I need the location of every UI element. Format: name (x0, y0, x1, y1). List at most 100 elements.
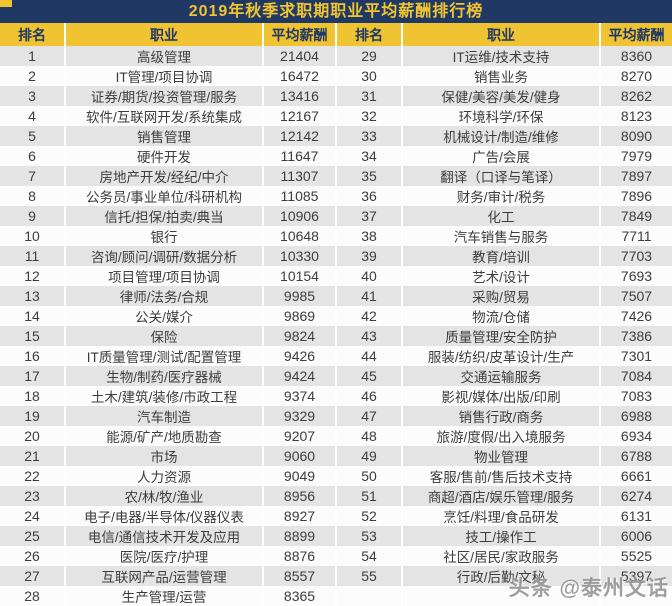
rank-cell: 29 (337, 46, 403, 66)
table-row: 3 证券/期货/投资管理/服务 13416 31 保健/美容/美发/健身 8262 (0, 86, 672, 106)
salary-cell: 10648 (264, 226, 337, 246)
salary-cell: 9374 (264, 386, 337, 406)
rank-cell: 4 (0, 106, 66, 126)
rank-cell: 32 (337, 106, 403, 126)
salary-cell: 8927 (264, 506, 337, 526)
occupation-cell: 保健/美容/美发/健身 (403, 86, 601, 106)
rank-cell: 44 (337, 346, 403, 366)
table-row: 12 项目管理/项目协调 10154 40 艺术/设计 7693 (0, 266, 672, 286)
occupation-cell: 高级管理 (66, 46, 264, 66)
occupation-cell: 交通运输服务 (403, 366, 601, 386)
rank-cell: 8 (0, 186, 66, 206)
occupation-cell: 艺术/设计 (403, 266, 601, 286)
rank-cell: 13 (0, 286, 66, 306)
table-row: 23 农/林/牧/渔业 8956 51 商超/酒店/娱乐管理/服务 6274 (0, 486, 672, 506)
table-header: 排名 职业 平均薪酬 排名 职业 平均薪酬 (0, 23, 672, 46)
rank-cell: 10 (0, 226, 66, 246)
salary-cell: 6988 (620, 408, 653, 424)
occupation-cell: 硬件开发 (66, 146, 264, 166)
rank-cell: 41 (337, 286, 403, 306)
table-row: 22 人力资源 9049 50 客服/售前/售后技术支持 6661 (0, 466, 672, 486)
occupation-cell: 电子/电器/半导体/仪器仪表 (66, 506, 264, 526)
table-row: 6 硬件开发 11647 34 广告/会展 7979 (0, 146, 672, 166)
rank-cell: 37 (337, 206, 403, 226)
rank-cell: 24 (0, 506, 66, 526)
occupation-cell: 环境科学/环保 (403, 106, 601, 126)
table-row: 1 高级管理 21404 29 IT运维/技术支持 8360 (0, 46, 672, 66)
rank-cell: 6 (0, 146, 66, 166)
rank-cell: 53 (337, 526, 403, 546)
salary-cell: 6274 (620, 488, 653, 504)
occupation-cell: 农/林/牧/渔业 (66, 486, 264, 506)
rank-cell: 31 (337, 86, 403, 106)
table-row: 10 银行 10648 38 汽车销售与服务 7711 (0, 226, 672, 246)
rank-cell: 40 (337, 266, 403, 286)
table-row: 2 IT管理/项目协调 16472 30 销售业务 8270 (0, 66, 672, 86)
rank-cell: 33 (337, 126, 403, 146)
salary-cell: 21404 (264, 46, 337, 66)
occupation-cell: 互联网产品/运营管理 (66, 566, 264, 586)
title-banner: 2019年秋季求职期职业平均薪酬排行榜 (0, 0, 672, 23)
salary-cell: 7897 (620, 168, 653, 184)
rank-cell: 21 (0, 446, 66, 466)
rank-cell: 9 (0, 206, 66, 226)
table-row: 11 咨询/顾问/调研/数据分析 10330 39 教育/培训 7703 (0, 246, 672, 266)
occupation-cell: 软件/互联网开发/系统集成 (66, 106, 264, 126)
occupation-cell (403, 586, 601, 606)
occupation-cell: 人力资源 (66, 466, 264, 486)
salary-cell: 6661 (620, 468, 653, 484)
table-row: 18 土木/建筑/装修/市政工程 9374 46 影视/媒体/出版/印刷 7083 (0, 386, 672, 406)
salary-cell: 5397 (620, 568, 653, 584)
rank-cell: 12 (0, 266, 66, 286)
occupation-cell: 客服/售前/售后技术支持 (403, 466, 601, 486)
table-rows: 1 高级管理 21404 29 IT运维/技术支持 8360 2 IT管理/项目协调 16472… (0, 46, 672, 606)
occupation-cell: 汽车制造 (66, 406, 264, 426)
occupation-cell: 生物/制药/医疗器械 (66, 366, 264, 386)
occupation-cell: 信托/担保/拍卖/典当 (66, 206, 264, 226)
column-header-salary-right: 平均薪酬 (608, 26, 665, 43)
salary-cell: 11647 (264, 146, 337, 166)
occupation-cell: 化工 (403, 206, 601, 226)
occupation-cell: 财务/审计/税务 (403, 186, 601, 206)
occupation-cell: 物业管理 (403, 446, 601, 466)
salary-cell: 5525 (620, 548, 653, 564)
rank-cell: 5 (0, 126, 66, 146)
salary-cell: 10154 (264, 266, 337, 286)
rank-cell: 1 (0, 46, 66, 66)
salary-cell: 11307 (264, 166, 337, 186)
salary-cell (601, 586, 672, 606)
table-row: 20 能源/矿产/地质勘查 9207 48 旅游/度假/出入境服务 6934 (0, 426, 672, 446)
rank-cell: 30 (337, 66, 403, 86)
occupation-cell: IT运维/技术支持 (403, 46, 601, 66)
occupation-cell: 教育/培训 (403, 246, 601, 266)
salary-cell: 9426 (264, 346, 337, 366)
salary-cell: 7703 (620, 248, 653, 264)
rank-cell: 17 (0, 366, 66, 386)
rank-cell: 35 (337, 166, 403, 186)
salary-cell: 9869 (264, 306, 337, 326)
rank-cell: 15 (0, 326, 66, 346)
rank-cell: 18 (0, 386, 66, 406)
occupation-cell: 保险 (66, 326, 264, 346)
salary-cell: 7979 (620, 148, 653, 164)
rank-cell: 34 (337, 146, 403, 166)
occupation-cell: 采购/贸易 (403, 286, 601, 306)
table-row: 14 公关/媒介 9869 42 物流/仓储 7426 (0, 306, 672, 326)
salary-cell: 7084 (620, 368, 653, 384)
table-row: 16 IT质量管理/测试/配置管理 9426 44 服装/纺织/皮革设计/生产 7301 (0, 346, 672, 366)
column-header-rank-left: 排名 (0, 23, 66, 46)
salary-cell: 8123 (620, 108, 653, 124)
salary-cell: 9985 (264, 286, 337, 306)
salary-cell: 6131 (620, 508, 653, 524)
occupation-cell: 社区/居民/家政服务 (403, 546, 601, 566)
salary-cell: 8876 (264, 546, 337, 566)
salary-cell: 12167 (264, 106, 337, 126)
occupation-cell: 医院/医疗/护理 (66, 546, 264, 566)
rank-cell: 51 (337, 486, 403, 506)
salary-cell: 10906 (264, 206, 337, 226)
rank-cell: 22 (0, 466, 66, 486)
occupation-cell: 电信/通信技术开发及应用 (66, 526, 264, 546)
rank-cell: 2 (0, 66, 66, 86)
column-header-job-right: 职业 (403, 23, 601, 46)
